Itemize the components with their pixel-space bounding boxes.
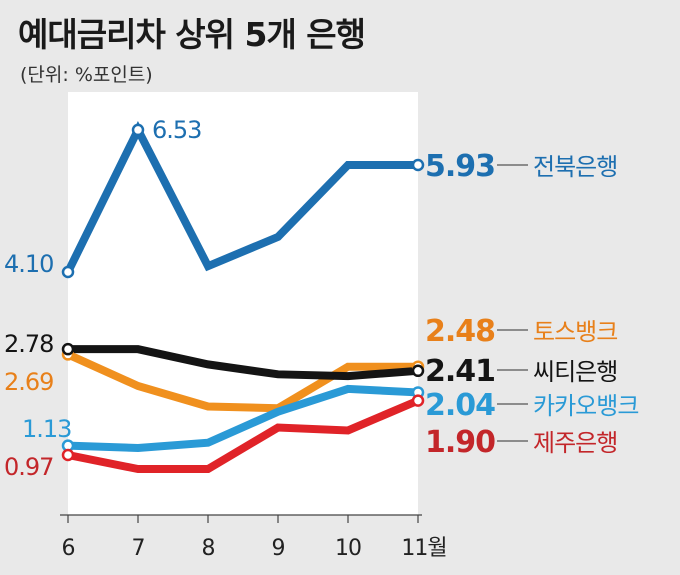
x-tick-label: 9 [272, 536, 285, 561]
start-value-label: 1.13 [22, 415, 71, 443]
series-name-label: 씨티은행 [533, 358, 617, 386]
x-axis: 6 7 8 9 10 11월 [60, 514, 448, 561]
data-point-marker [411, 158, 425, 172]
x-tick-label: 7 [132, 536, 145, 561]
end-value-label: 2.04 [425, 388, 495, 423]
x-tick-label: 6 [62, 536, 75, 561]
data-point-marker [61, 342, 75, 356]
series-name-label: 제주은행 [533, 429, 617, 457]
data-labels: 4.10 5.93 전북은행 6.53 2.69 2.48 토스뱅크 2.78 2.41 씨티은행… [4, 116, 639, 481]
start-value-label: 4.10 [4, 250, 53, 278]
start-value-label: 0.97 [4, 453, 53, 481]
data-point-marker [61, 265, 75, 279]
data-point-marker [61, 448, 75, 462]
series-name-label: 전북은행 [533, 153, 617, 181]
end-value-label: 5.93 [425, 149, 495, 184]
x-tick-label: 11월 [401, 536, 446, 561]
series-line-토스뱅크 [66, 350, 418, 413]
start-value-label: 2.78 [4, 330, 53, 358]
data-point-marker [131, 123, 145, 137]
series-line-제주은행 [67, 396, 420, 474]
series-name-label: 토스뱅크 [533, 318, 617, 346]
x-tick-label: 8 [202, 536, 215, 561]
series-line-씨티은행 [68, 345, 419, 381]
end-value-label: 1.90 [425, 425, 495, 460]
data-point-marker [411, 394, 425, 407]
series-lines [64, 121, 420, 474]
end-value-label: 2.48 [425, 314, 495, 349]
start-value-label: 2.69 [4, 368, 53, 396]
peak-value-label: 6.53 [152, 116, 201, 144]
x-tick-label: 10 [335, 536, 361, 561]
series-name-label: 카카오뱅크 [533, 392, 638, 420]
series-line-전북은행 [64, 121, 418, 274]
data-point-marker [411, 364, 425, 378]
series-line-카카오뱅크 [67, 384, 419, 452]
series-markers [61, 123, 425, 462]
chart-subtitle: (단위: %포인트) [20, 64, 153, 86]
chart-title: 예대금리차 상위 5개 은행 [18, 15, 366, 54]
end-value-label: 2.41 [425, 354, 495, 389]
